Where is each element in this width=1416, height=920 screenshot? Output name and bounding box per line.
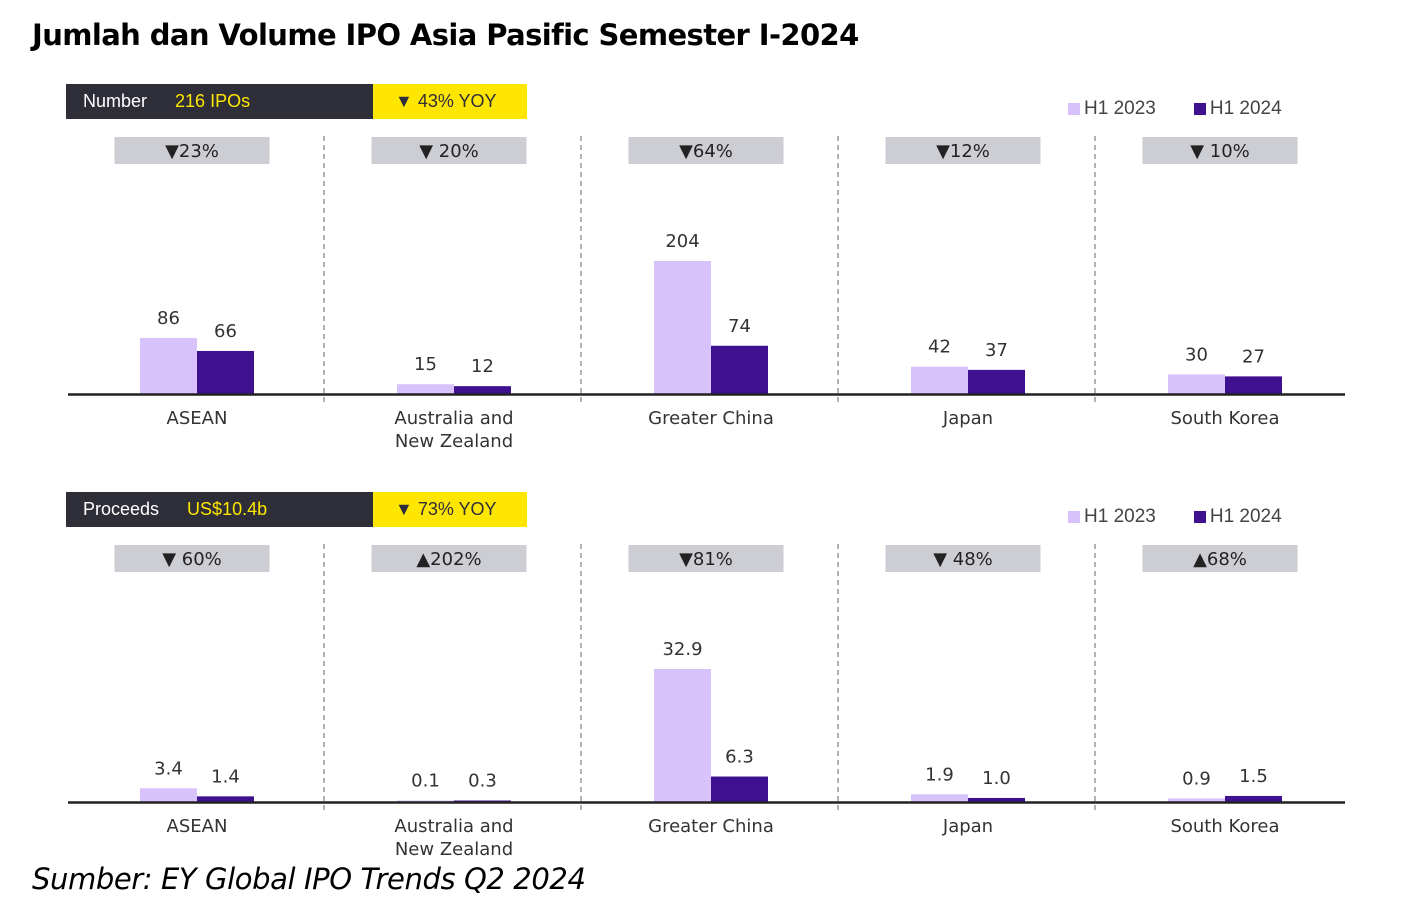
data-label: 1.0: [982, 768, 1011, 789]
bar-h1-2024: [454, 386, 511, 394]
change-badge: [1142, 137, 1298, 164]
data-label: 15: [414, 354, 437, 375]
legend-swatch-h1-2023: [1068, 103, 1080, 115]
ipo-proceeds-panel: Proceeds US$10.4b ▼ 73% YOY H1 2023 H1 2…: [0, 492, 1416, 892]
legend-swatch-h1-2023: [1068, 511, 1080, 523]
bar-h1-2023: [1168, 374, 1225, 394]
legend-label-h1-2023: H1 2023: [1084, 98, 1156, 119]
data-label: 0.9: [1182, 768, 1211, 789]
category-label: Greater China: [648, 408, 774, 429]
category-label: South Korea: [1170, 408, 1279, 429]
bar-h1-2023: [911, 794, 968, 802]
data-label: 32.9: [662, 639, 702, 660]
header-metric: Number: [83, 91, 148, 111]
change-badge-label: ▼ 20%: [419, 141, 479, 162]
source-note: Sumber: EY Global IPO Trends Q2 2024: [32, 862, 586, 896]
change-badge-label: ▼23%: [165, 141, 219, 162]
header-dark-box: Number 216 IPOs: [66, 84, 373, 119]
change-badge: [1142, 545, 1298, 572]
data-label: 42: [928, 337, 951, 358]
data-label: 0.3: [468, 771, 497, 792]
legend-label-h1-2024: H1 2024: [1209, 98, 1282, 119]
bar-h1-2024: [968, 369, 1025, 394]
category-label: ASEAN: [167, 408, 228, 429]
bar-h1-2024: [197, 350, 254, 394]
header-metric: Proceeds: [83, 499, 160, 519]
bar-h1-2023: [140, 788, 197, 802]
legend-item-h1-2024: H1 2024: [1193, 98, 1282, 120]
change-badge-label: ▼12%: [936, 141, 990, 162]
bar-h1-2023: [140, 337, 197, 394]
bar-h1-2024: [711, 345, 768, 394]
legend-swatch-h1-2024: [1193, 511, 1206, 523]
category-label: Japan: [942, 816, 993, 837]
change-badge-label: ▼ 60%: [162, 549, 222, 570]
data-label: 0.1: [411, 771, 440, 792]
data-label: 37: [985, 340, 1008, 361]
legend-item-h1-2023: H1 2023: [1068, 98, 1156, 120]
data-label: 27: [1242, 346, 1265, 367]
legend-swatch-h1-2024: [1193, 103, 1206, 115]
chart-legend: H1 2023 H1 2024: [1068, 506, 1282, 528]
data-label: 12: [471, 356, 494, 377]
proceeds-bar-chart: ▼ 60% 3.4 1.4 ASEAN ▲202% 0.1 0.3 Australia and…: [68, 544, 1345, 860]
bar-h1-2023: [654, 261, 711, 394]
proceeds-header: Proceeds US$10.4b ▼ 73% YOY: [66, 492, 527, 527]
category-label: South Korea: [1170, 816, 1279, 837]
change-badge-label: ▼ 48%: [933, 549, 993, 570]
ipo-number-panel: Number 216 IPOs ▼ 43% YOY H1 2023 H1 202…: [0, 84, 1416, 484]
data-label: 30: [1185, 344, 1208, 365]
category-label: ASEAN: [167, 816, 228, 837]
category-label: Australia and New Zealand: [394, 816, 513, 860]
category-label: Australia and New Zealand: [394, 408, 513, 452]
change-badge: [371, 545, 527, 572]
bar-h1-2024: [1225, 795, 1282, 802]
bar-h1-2023: [654, 669, 711, 802]
bar-h1-2024: [968, 797, 1025, 802]
data-label: 6.3: [725, 747, 754, 768]
data-label: 3.4: [154, 758, 183, 779]
legend-item-h1-2024: H1 2024: [1193, 506, 1282, 528]
header-total: US$10.4b: [187, 499, 268, 519]
data-label: 1.5: [1239, 766, 1268, 787]
header-yoy: ▼ 73% YOY: [373, 492, 527, 527]
change-badge-label: ▲202%: [416, 549, 481, 570]
number-bar-chart: ▼23% 86 66 ASEAN ▼ 20% 15 12 Australia and New Z…: [68, 136, 1345, 452]
bar-h1-2023: [911, 366, 968, 394]
change-badge: [628, 137, 784, 164]
change-badge: [628, 545, 784, 572]
header-yoy: ▼ 43% YOY: [373, 84, 527, 119]
number-header: Number 216 IPOs ▼ 43% YOY: [66, 84, 527, 119]
bar-h1-2023: [1168, 798, 1225, 802]
change-badge-label: ▲68%: [1193, 549, 1247, 570]
data-label: 1.9: [925, 764, 954, 785]
header-dark-box: Proceeds US$10.4b: [66, 492, 373, 527]
legend-item-h1-2023: H1 2023: [1068, 506, 1156, 528]
change-badge-label: ▼64%: [679, 141, 733, 162]
data-label: 1.4: [211, 766, 240, 787]
bar-h1-2024: [1225, 376, 1282, 394]
bar-h1-2023: [397, 384, 454, 394]
data-label: 204: [665, 231, 699, 252]
legend-label-h1-2023: H1 2023: [1084, 506, 1156, 527]
bar-h1-2024: [197, 796, 254, 802]
header-total: 216 IPOs: [175, 91, 251, 111]
change-badge-label: ▼81%: [679, 549, 733, 570]
legend-label-h1-2024: H1 2024: [1209, 506, 1282, 527]
data-label: 66: [214, 321, 237, 342]
change-badge: [371, 137, 527, 164]
bar-h1-2024: [711, 776, 768, 802]
category-label: Greater China: [648, 816, 774, 837]
data-label: 74: [728, 316, 751, 337]
change-badge: [114, 545, 270, 572]
data-label: 86: [157, 308, 180, 329]
change-badge: [114, 137, 270, 164]
change-badge-label: ▼ 10%: [1190, 141, 1250, 162]
change-badge: [885, 137, 1041, 164]
chart-legend: H1 2023 H1 2024: [1068, 98, 1282, 120]
change-badge: [885, 545, 1041, 572]
category-label: Japan: [942, 408, 993, 429]
page-title: Jumlah dan Volume IPO Asia Pasific Semes…: [32, 18, 859, 52]
